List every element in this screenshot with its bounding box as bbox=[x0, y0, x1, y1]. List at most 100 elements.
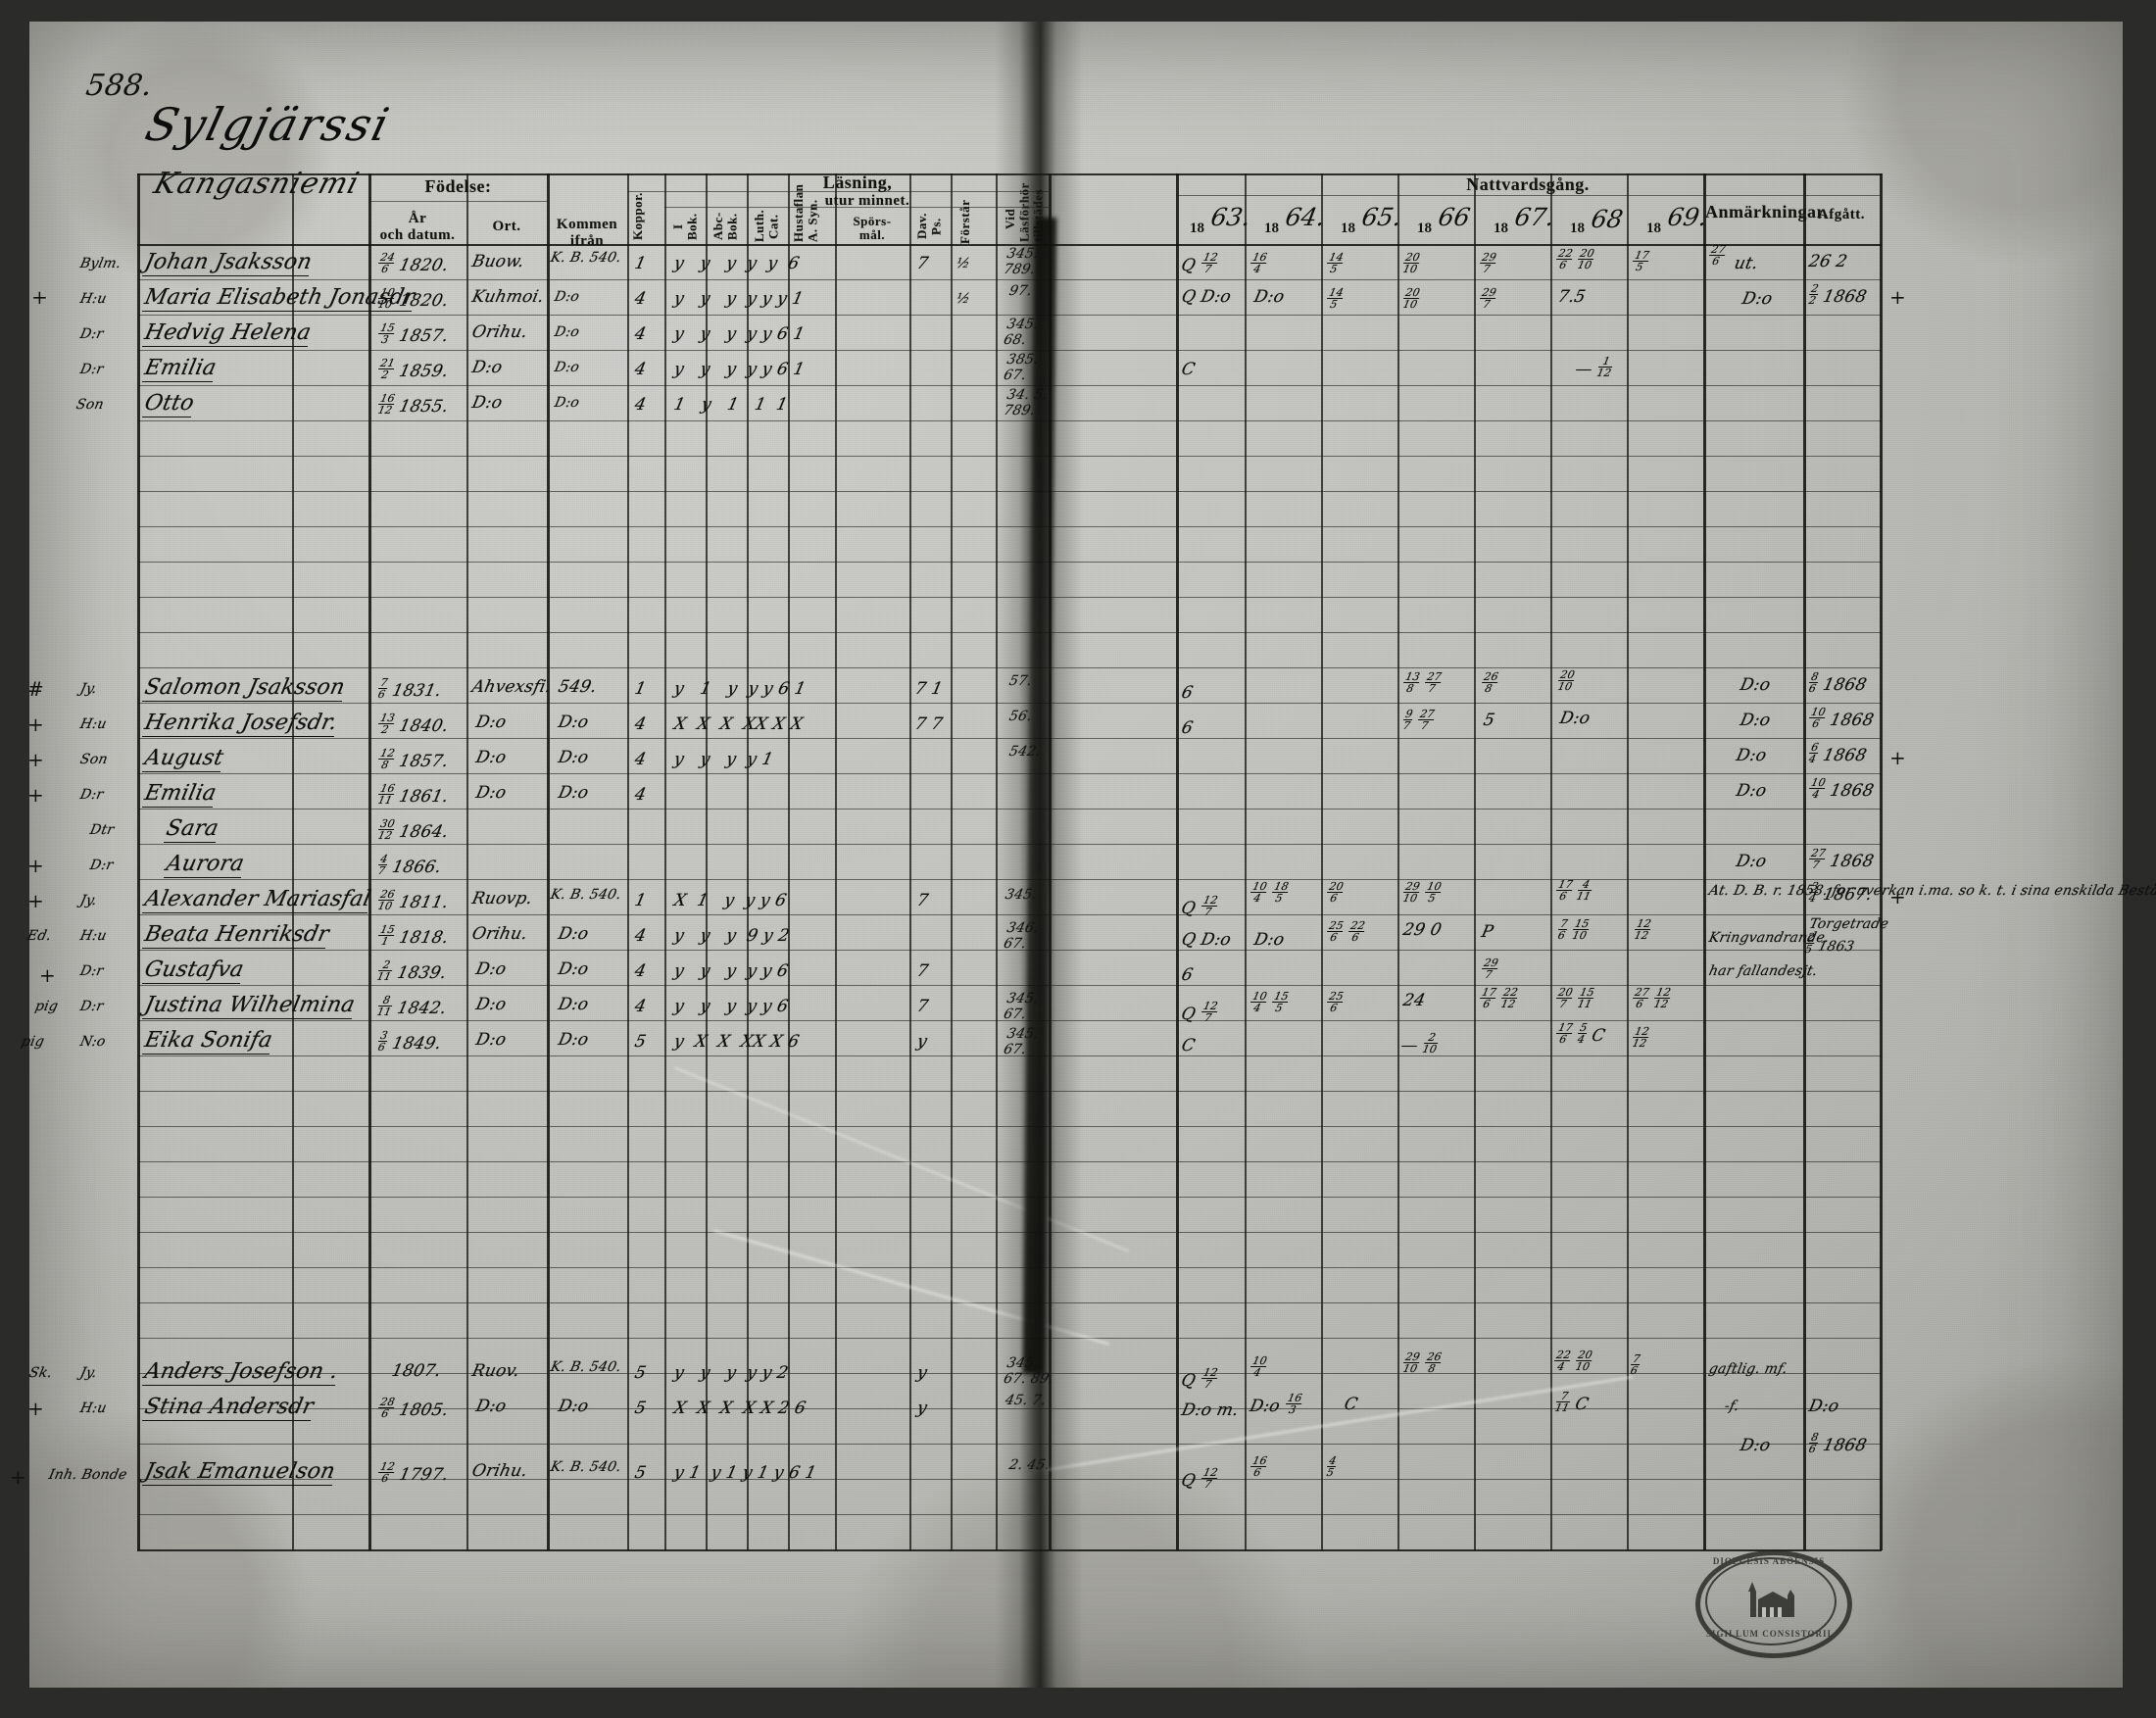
row-left-mark: Sk. bbox=[27, 1365, 54, 1381]
header-birth-year: År och datum. bbox=[379, 211, 456, 243]
row-attendance: 346. 67. bbox=[1002, 920, 1041, 952]
row-rule bbox=[137, 985, 1882, 986]
row-came-from: K. B. 540. bbox=[549, 887, 623, 903]
column-rule bbox=[627, 173, 629, 1550]
row-name: Alexander Mariasfal bbox=[141, 887, 373, 913]
row-name: Henrika Josefsdr. bbox=[141, 711, 340, 737]
row-remarks: har fallandesjt. bbox=[1707, 963, 1820, 979]
row-communion-1863: Q 12 7 bbox=[1179, 251, 1220, 275]
row-communion-1868: 17 6 4 11 bbox=[1553, 878, 1594, 903]
row-birth-place: D:o bbox=[469, 358, 505, 377]
row-left-mark: + bbox=[27, 748, 44, 771]
column-rule bbox=[1550, 173, 1552, 1550]
row-name: Stina Andersdr bbox=[141, 1395, 317, 1421]
row-smallpox: 5 bbox=[632, 1032, 649, 1052]
row-attendance: 385. 67. bbox=[1002, 352, 1041, 383]
row-birth-place: D:o bbox=[473, 783, 509, 803]
row-left-mark: + bbox=[27, 854, 44, 877]
row-communion-1867: 17 6 22 12 bbox=[1480, 986, 1520, 1010]
row-rule bbox=[137, 385, 1882, 386]
row-name: August bbox=[141, 746, 226, 772]
row-communion-1866: 29 0 bbox=[1400, 920, 1444, 940]
row-right-mark: + bbox=[1889, 285, 1906, 309]
column-rule bbox=[1321, 173, 1323, 1550]
row-rule bbox=[137, 315, 1882, 316]
row-rule bbox=[137, 1514, 1882, 1515]
row-communion-1868: 20 7 15 11 bbox=[1556, 986, 1596, 1010]
header-departed: Afgått. bbox=[1817, 207, 1866, 222]
row-communion-1868: 22 6 20 10 bbox=[1556, 247, 1596, 271]
row-name: Hedvig Helena bbox=[141, 320, 314, 347]
row-birth-place: Orihu. bbox=[469, 322, 530, 342]
row-left-mark: + bbox=[31, 285, 48, 309]
row-rule bbox=[137, 491, 1882, 492]
row-smallpox: 5 bbox=[632, 1363, 649, 1383]
row-left-mark: Ed. bbox=[25, 928, 53, 944]
row-left-mark: pig bbox=[33, 999, 60, 1014]
row-name: Jsak Emanuelson bbox=[141, 1459, 338, 1486]
row-communion-1868: 7 11 C bbox=[1553, 1390, 1591, 1414]
year-value-1864: 64. bbox=[1283, 203, 1328, 231]
row-dav-ps: y bbox=[914, 1363, 929, 1383]
row-reading-marks: y y y y y 6 bbox=[671, 254, 802, 273]
row-dav-ps: y bbox=[914, 1032, 929, 1052]
row-communion-1869: 17 5 bbox=[1633, 249, 1651, 273]
row-birth-place: Ruov. bbox=[469, 1361, 522, 1381]
row-communion-1864: D:o bbox=[1251, 930, 1287, 950]
scan-border-left bbox=[0, 0, 29, 1718]
row-came-from: D:o bbox=[553, 324, 581, 340]
scan-border-right bbox=[2123, 0, 2156, 1718]
row-reading-marks: y y y y y 6 bbox=[671, 997, 791, 1016]
column-rule bbox=[909, 173, 911, 1550]
row-dav-ps: 7 bbox=[914, 961, 931, 981]
header-attendance: Vid Läsförhör tillstädes bbox=[1003, 182, 1046, 242]
row-rule bbox=[137, 773, 1882, 774]
row-rule bbox=[137, 1126, 1882, 1127]
row-communion-1866: 29 10 26 8 bbox=[1401, 1350, 1444, 1375]
row-communion-1863: C bbox=[1179, 360, 1198, 379]
row-left-mark: pig bbox=[20, 1034, 46, 1050]
row-rule bbox=[137, 914, 1882, 915]
row-smallpox: 4 bbox=[632, 395, 649, 415]
column-rule bbox=[1627, 173, 1629, 1550]
row-reading-marks: X 1 y y y 6 bbox=[671, 891, 789, 910]
row-smallpox: 4 bbox=[632, 997, 649, 1016]
row-birth-place: Orihu. bbox=[469, 1461, 530, 1481]
row-birth-date: 2 11 1839. bbox=[375, 958, 449, 983]
row-reading-marks: y y y y y 2 bbox=[671, 1363, 791, 1383]
row-came-from: K. B. 540. bbox=[549, 1459, 623, 1475]
column-rule bbox=[835, 173, 837, 1550]
row-rule bbox=[137, 279, 1882, 280]
column-rule bbox=[466, 173, 468, 1550]
row-birth-place: Orihu. bbox=[469, 924, 530, 944]
column-rule bbox=[1049, 173, 1052, 1550]
header-reading-group: Läsning, bbox=[822, 172, 893, 192]
row-departed: D:o bbox=[1806, 1397, 1841, 1416]
stamp-top-text: DIOECESIS ABOENSIS bbox=[1712, 1556, 1826, 1566]
row-status: Son bbox=[78, 752, 110, 767]
register-table: Födelse: År och datum. Ort. Kommen ifrån … bbox=[10, 172, 2156, 1551]
row-rule bbox=[137, 562, 1882, 563]
header-husta-syn: Hustaflan A. Syn. bbox=[791, 183, 820, 242]
row-rule bbox=[137, 1197, 1882, 1198]
row-left-mark: + bbox=[10, 1465, 26, 1489]
row-status: H:u bbox=[78, 1400, 109, 1416]
row-communion-1863: C bbox=[1179, 1036, 1198, 1055]
row-communion-1866: 20 10 bbox=[1401, 251, 1422, 275]
row-communion-1869: 12 12 bbox=[1631, 1025, 1651, 1050]
row-departed: 10 6 1868 bbox=[1809, 706, 1876, 730]
header-reading-sub: utur minnet. bbox=[824, 193, 910, 209]
row-communion-1864: 10 4 18 5 bbox=[1250, 880, 1291, 905]
row-understands: ½ bbox=[955, 256, 972, 271]
year-value-1865: 65. bbox=[1359, 203, 1404, 231]
row-smallpox: 1 bbox=[632, 679, 649, 699]
row-attendance: 2. 45. bbox=[1007, 1457, 1052, 1473]
row-communion-1864: 10 4 bbox=[1250, 1354, 1269, 1379]
header-luth-cat: Luth. Cat. bbox=[752, 209, 781, 242]
row-birth-date: 10 10 1820. bbox=[376, 286, 451, 311]
